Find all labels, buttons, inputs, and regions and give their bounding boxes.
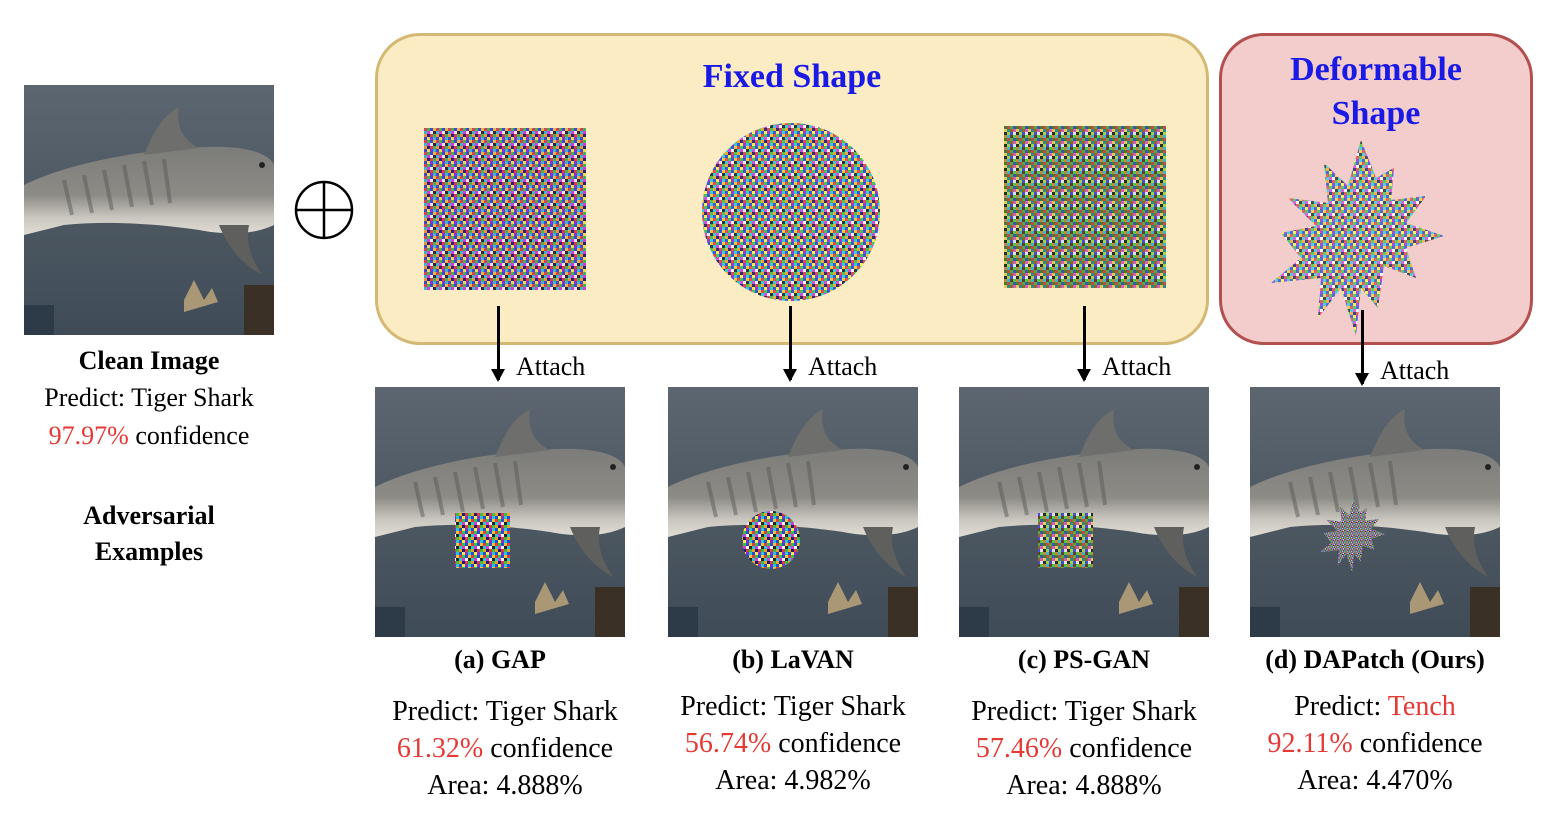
dapatch-confidence-suffix: confidence <box>1352 728 1483 759</box>
gap-prediction: Predict: Tiger Shark <box>355 696 655 728</box>
psgan-prediction: Predict: Tiger Shark <box>934 696 1234 728</box>
dapatch-confidence: 92.11% confidence <box>1225 728 1525 760</box>
clean-confidence-value: 97.97% <box>48 421 129 450</box>
lavan-predict-class: Tiger Shark <box>773 691 906 722</box>
psgan-predict-class: Tiger Shark <box>1064 696 1197 727</box>
clean-image-confidence: 97.97% confidence <box>14 421 284 451</box>
psgan-confidence-value: 57.46% <box>975 733 1063 764</box>
gap-area: Area: 4.888% <box>427 770 583 801</box>
deformable-shape-title-line2: Shape <box>1331 95 1421 132</box>
gap-attach-arrow <box>491 306 505 382</box>
dapatch-applied-patch <box>1319 497 1386 573</box>
dapatch-prediction: Predict: Tench <box>1225 691 1525 723</box>
adversarial-label-line2: Examples <box>94 537 204 566</box>
lavan-patch <box>702 123 880 301</box>
dapatch-patch <box>1271 140 1444 336</box>
lavan-attach-label: Attach <box>808 352 878 381</box>
psgan-adversarial-image <box>959 387 1209 637</box>
dapatch-attach-arrow <box>1355 310 1369 386</box>
psgan-attach-label: Attach <box>1102 352 1172 381</box>
gap-confidence: 61.32% confidence <box>355 733 655 765</box>
dapatch-predict-class: Tench <box>1387 691 1456 722</box>
psgan-confidence: 57.46% confidence <box>934 733 1234 765</box>
gap-confidence-value: 61.32% <box>396 733 484 764</box>
lavan-confidence: 56.74% confidence <box>643 728 943 760</box>
psgan-predict-prefix: Predict: <box>971 696 1065 727</box>
lavan-confidence-value: 56.74% <box>684 728 772 759</box>
lavan-predict-prefix: Predict: <box>680 691 774 722</box>
dapatch-attach-label: Attach <box>1380 356 1450 385</box>
clean-image <box>24 85 274 335</box>
gap-confidence-suffix: confidence <box>483 733 614 764</box>
dapatch-predict-prefix: Predict: <box>1294 691 1388 722</box>
oplus-icon <box>294 180 354 240</box>
dapatch-confidence-value: 92.11% <box>1267 728 1353 759</box>
gap-adversarial-image <box>375 387 625 637</box>
lavan-applied-patch <box>742 511 800 569</box>
psgan-applied-patch <box>1038 513 1093 568</box>
lavan-prediction: Predict: Tiger Shark <box>643 691 943 723</box>
lavan-attach-arrow <box>783 306 797 382</box>
dapatch-caption: (d) DAPatch (Ours) <box>1265 645 1485 674</box>
dapatch-area: Area: 4.470% <box>1297 765 1453 796</box>
lavan-confidence-suffix: confidence <box>771 728 902 759</box>
lavan-area: Area: 4.982% <box>715 765 871 796</box>
gap-attach-label: Attach <box>516 352 586 381</box>
fixed-shape-title: Fixed Shape <box>702 58 882 95</box>
psgan-patch <box>1004 126 1166 288</box>
clean-image-title: Clean Image <box>78 346 220 375</box>
clean-confidence-suffix: confidence <box>128 421 250 450</box>
gap-patch <box>424 128 586 290</box>
gap-predict-class: Tiger Shark <box>485 696 618 727</box>
gap-applied-patch <box>455 513 510 568</box>
lavan-adversarial-image <box>668 387 918 637</box>
deformable-shape-title-line1: Deformable <box>1290 51 1462 88</box>
psgan-area: Area: 4.888% <box>1006 770 1162 801</box>
clean-image-prediction: Predict: Tiger Shark <box>44 383 254 412</box>
gap-caption: (a) GAP <box>454 645 546 674</box>
lavan-caption: (b) LaVAN <box>732 645 854 674</box>
dapatch-adversarial-image <box>1250 387 1500 637</box>
psgan-confidence-suffix: confidence <box>1062 733 1193 764</box>
adversarial-label-line1: Adversarial <box>83 501 215 530</box>
gap-predict-prefix: Predict: <box>392 696 486 727</box>
psgan-attach-arrow <box>1077 306 1091 382</box>
psgan-caption: (c) PS-GAN <box>1017 645 1151 674</box>
